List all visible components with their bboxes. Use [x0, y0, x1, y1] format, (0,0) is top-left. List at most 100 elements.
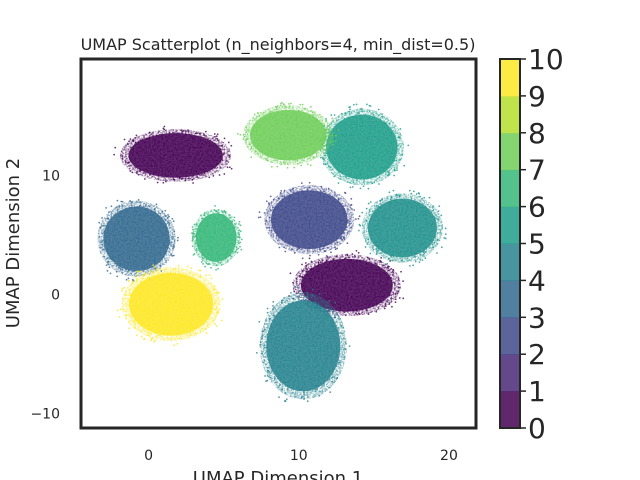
colorbar-tick-label: 2	[528, 338, 546, 371]
scatter-point	[180, 129, 183, 132]
scatter-point	[283, 189, 286, 192]
scatter-point	[239, 241, 242, 244]
scatter-point	[337, 198, 340, 201]
scatter-point	[151, 338, 153, 340]
scatter-point	[341, 238, 343, 241]
scatter-point	[357, 251, 360, 254]
scatter-point	[444, 237, 447, 240]
scatter-point	[410, 192, 413, 195]
scatter-point	[187, 129, 189, 132]
scatter-point	[208, 263, 210, 265]
scatter-point	[301, 263, 303, 266]
colorbar-tick-label: 7	[528, 154, 546, 187]
scatter-point	[284, 105, 286, 108]
cluster-0	[113, 125, 233, 184]
scatter-point	[218, 174, 221, 176]
scatter-point	[215, 264, 218, 267]
scatter-point	[259, 216, 262, 219]
scatter-point	[386, 262, 389, 265]
scatter-point	[172, 131, 174, 134]
scatter-point	[298, 274, 301, 277]
scatter-point	[228, 154, 231, 157]
scatter-point	[353, 209, 356, 211]
scatter-point	[336, 241, 339, 244]
scatter-point	[152, 272, 155, 275]
scatter-point	[272, 198, 275, 201]
scatter-point	[436, 252, 438, 254]
scatter-point	[330, 114, 333, 117]
scatter-point	[155, 203, 158, 206]
scatter-point	[322, 247, 325, 250]
scatter-point	[395, 159, 398, 162]
y-tick-label: −10	[30, 407, 60, 423]
scatter-point	[262, 111, 265, 114]
scatter-point	[168, 222, 171, 225]
scatter-point	[339, 318, 342, 320]
scatter-point	[332, 120, 335, 123]
scatter-point	[229, 254, 232, 257]
scatter-point	[195, 132, 197, 135]
scatter-point	[205, 332, 208, 335]
scatter-point	[325, 120, 327, 122]
scatter-point	[280, 301, 283, 304]
scatter-point	[388, 191, 391, 194]
y-axis-ticks: −10 0 10	[30, 169, 60, 423]
scatter-point	[280, 163, 283, 166]
scatter-point	[333, 114, 336, 116]
scatter-point	[290, 291, 292, 294]
scatter-point	[300, 182, 303, 185]
scatter-point	[367, 313, 370, 316]
scatter-point	[125, 278, 128, 281]
scatter-point	[216, 291, 219, 293]
scatter-point	[375, 248, 378, 250]
scatter-point	[230, 255, 233, 258]
scatter-point	[221, 144, 224, 147]
scatter-point	[239, 230, 242, 233]
scatter-point	[419, 195, 421, 198]
scatter-point	[191, 236, 194, 239]
scatter-point	[276, 165, 279, 168]
scatter-point	[257, 153, 260, 156]
scatter-point	[101, 224, 103, 227]
scatter-point	[137, 270, 140, 273]
scatter-point	[177, 264, 180, 267]
cluster-7	[191, 205, 243, 271]
scatter-point	[263, 212, 266, 214]
scatter-point	[220, 263, 223, 266]
scatter-point	[238, 236, 241, 239]
scatter-point	[366, 103, 368, 106]
scatter-point	[386, 300, 389, 303]
colorbar-segment	[500, 354, 520, 392]
scatter-point	[351, 253, 354, 255]
cluster-1-center	[300, 258, 393, 312]
scatter-point	[268, 216, 271, 219]
scatter-point	[335, 134, 337, 137]
scatter-point	[164, 180, 167, 183]
scatter-point	[397, 286, 400, 289]
scatter-point	[387, 171, 390, 174]
scatter-point	[400, 270, 402, 273]
scatter-point	[359, 224, 362, 227]
scatter-point	[191, 239, 194, 242]
scatter-point	[317, 253, 320, 256]
scatter-point	[392, 189, 395, 192]
colorbar-tick-label: 8	[528, 117, 546, 150]
scatter-point	[208, 274, 211, 276]
scatter-point	[296, 162, 299, 165]
scatter-point	[351, 186, 354, 188]
scatter-point	[282, 103, 285, 106]
scatter-point	[108, 260, 110, 263]
colorbar-tick-label: 6	[528, 191, 546, 224]
scatter-point	[440, 246, 443, 249]
scatter-point	[169, 271, 172, 274]
scatter-point	[137, 199, 140, 201]
scatter-point	[286, 166, 289, 169]
scatter-point	[98, 235, 101, 238]
scatter-point	[304, 107, 307, 110]
scatter-point	[372, 113, 375, 116]
scatter-point	[328, 300, 331, 302]
scatter-point	[390, 276, 393, 279]
scatter-point	[118, 266, 120, 269]
scatter-point	[189, 331, 191, 334]
scatter-point	[223, 137, 226, 140]
